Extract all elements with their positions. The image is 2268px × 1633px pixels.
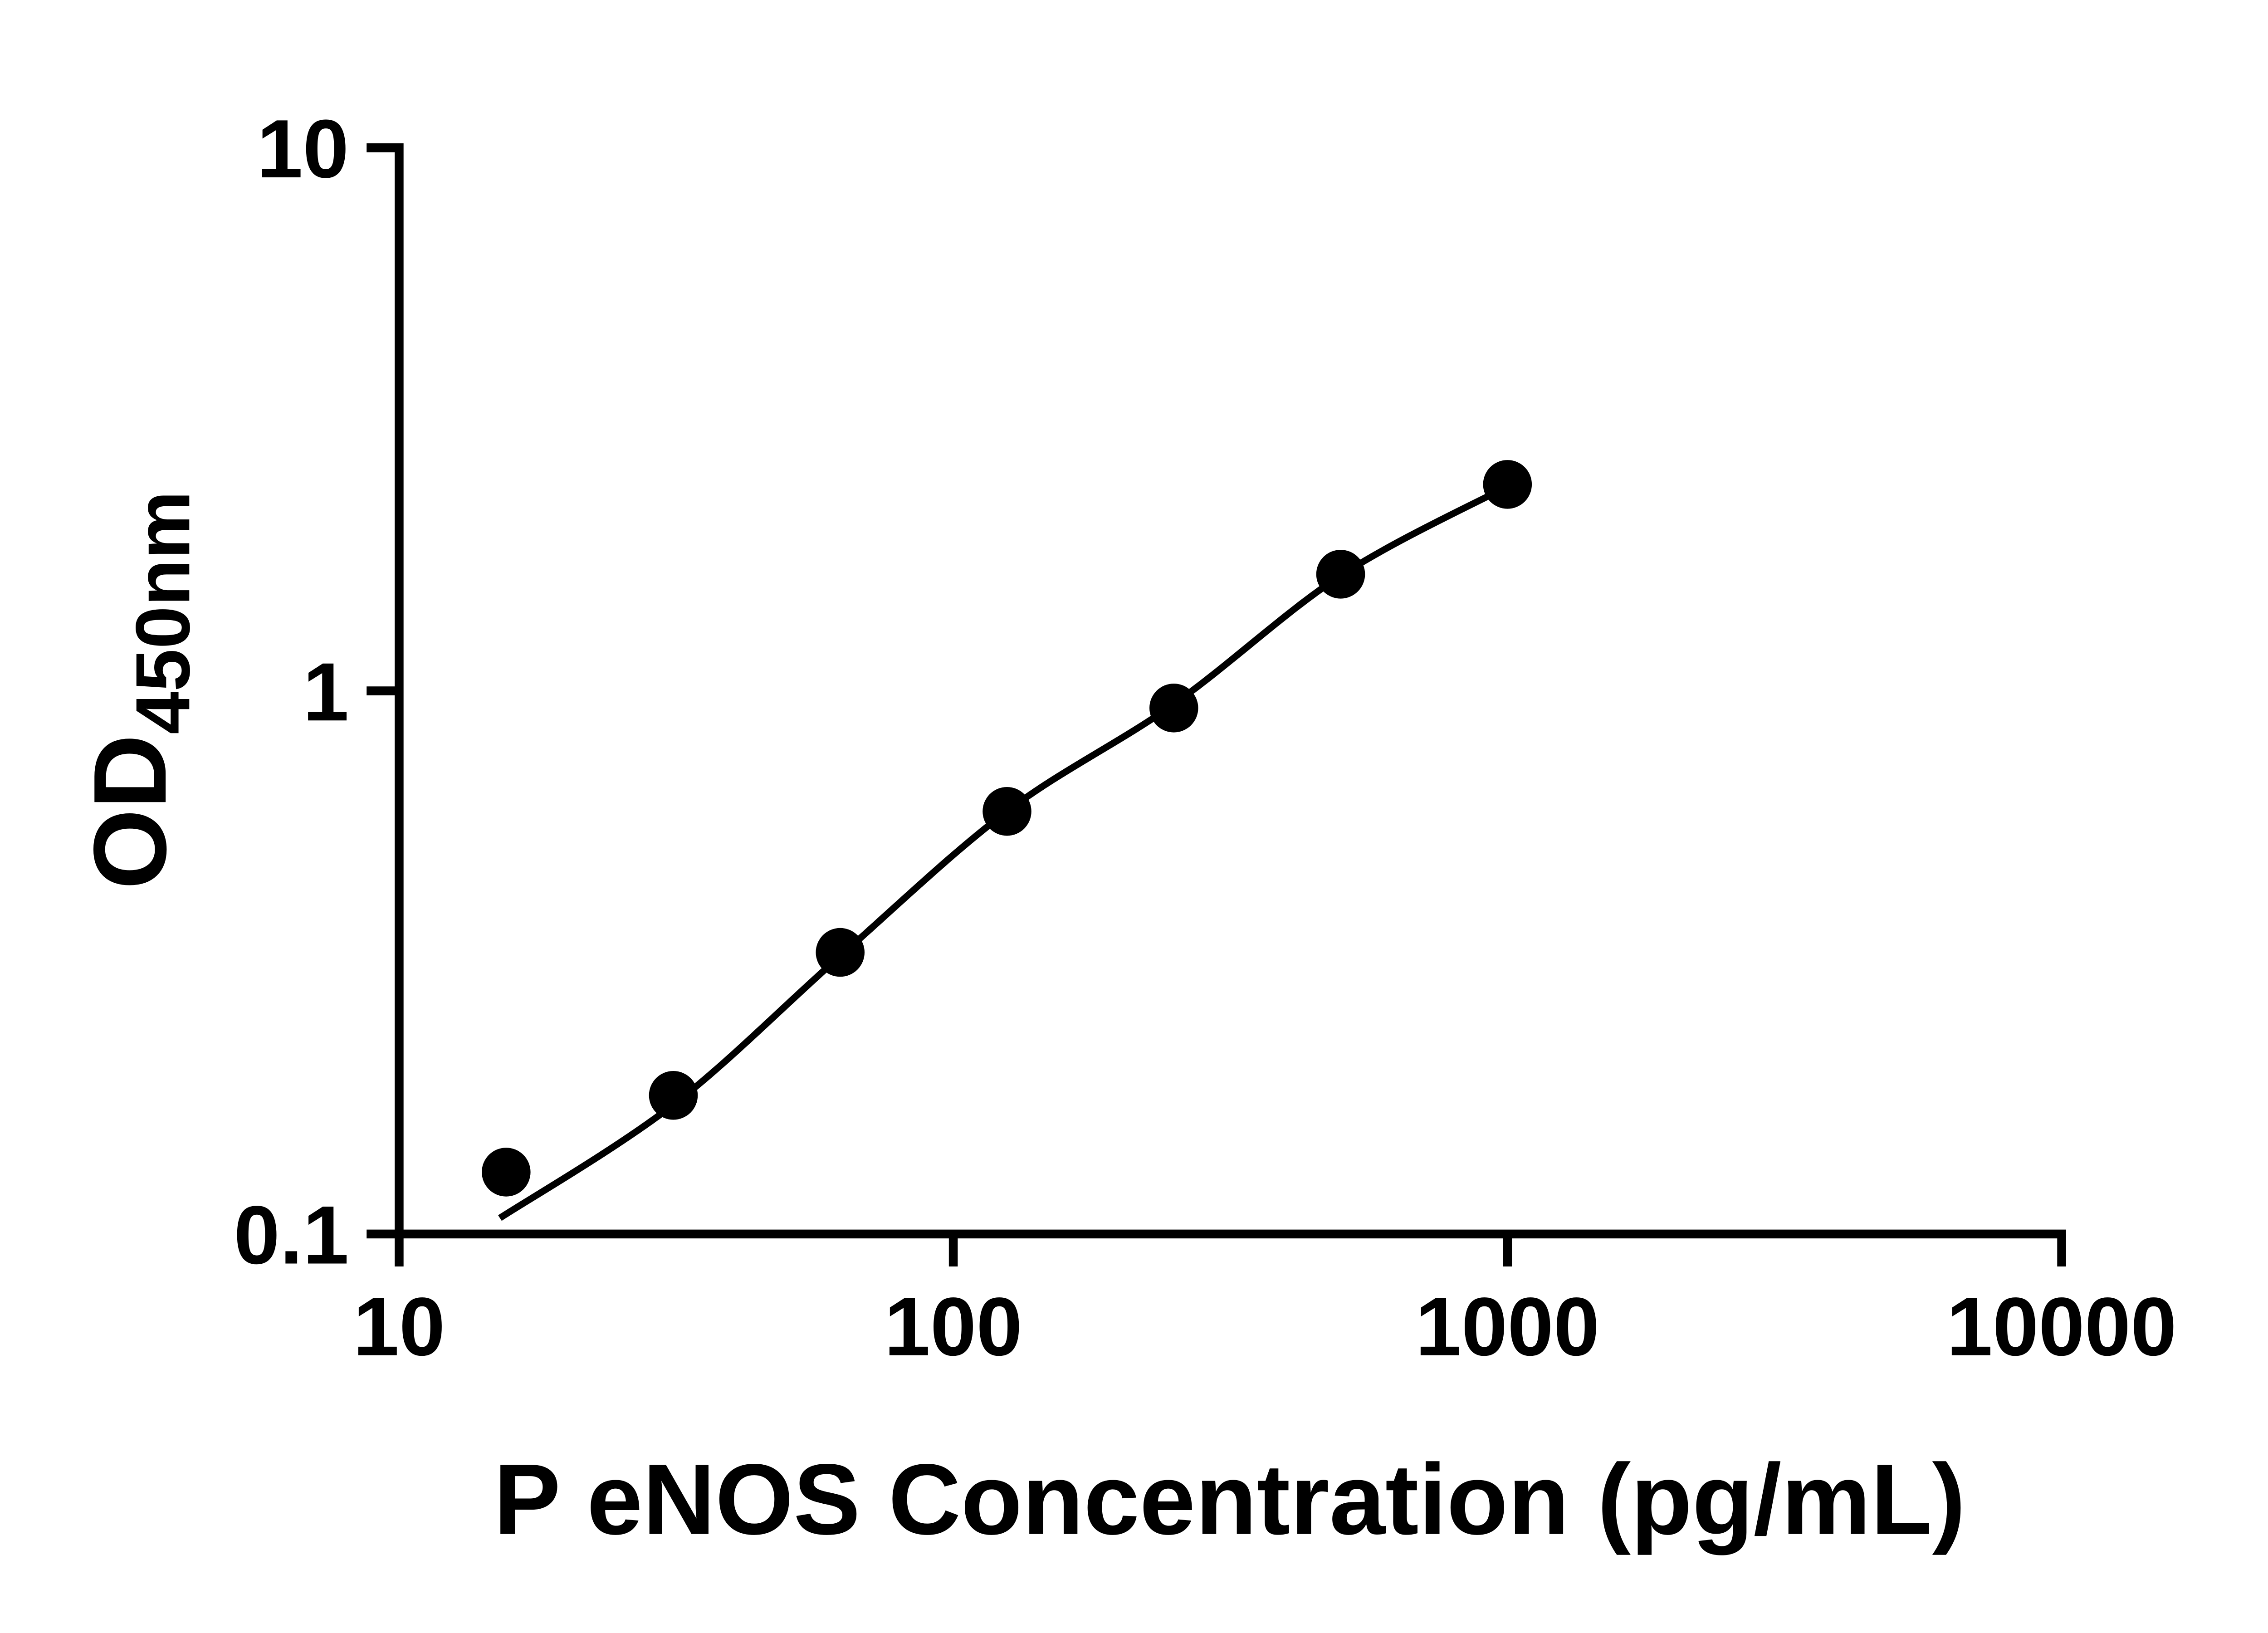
data-point <box>482 1148 531 1197</box>
plot-layer: 10 100 1000 10000 0.1 1 10 <box>234 103 2177 1373</box>
y-axis-title-subscript: 450nm <box>120 491 205 734</box>
data-point <box>1149 684 1198 733</box>
data-point <box>1316 550 1365 599</box>
data-point <box>816 928 865 977</box>
x-axis-title: P eNOS Concentration (pg/mL) <box>494 1443 1965 1555</box>
fit-curve <box>498 483 1509 1221</box>
y-tick-label: 1 <box>303 645 349 738</box>
x-tick-label: 10 <box>353 1281 445 1373</box>
data-point <box>649 1071 698 1120</box>
data-point <box>1483 460 1532 509</box>
x-tick-label: 1000 <box>1415 1281 1599 1373</box>
y-axis-title-main: OD <box>73 734 188 890</box>
y-axis-title: OD450nm <box>73 491 205 890</box>
y-tick-label: 0.1 <box>234 1189 349 1281</box>
x-tick-label: 10000 <box>1946 1281 2176 1373</box>
data-point <box>982 787 1031 836</box>
y-tick-label: 10 <box>257 103 349 195</box>
x-tick-label: 100 <box>884 1281 1022 1373</box>
